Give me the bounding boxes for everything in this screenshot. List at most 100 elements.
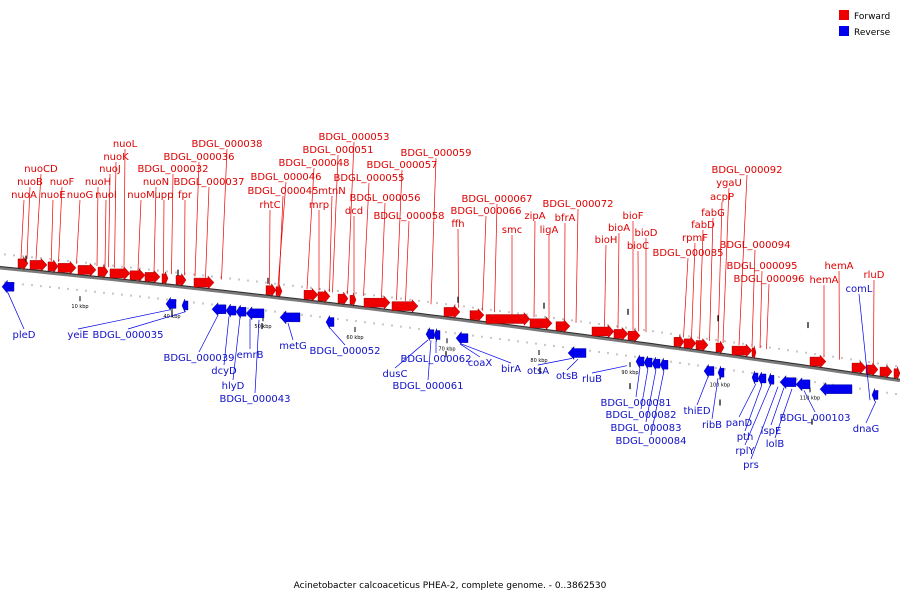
- forward-gene-label[interactable]: BDGL_000036: [163, 152, 234, 163]
- forward-gene-arrow[interactable]: [591, 324, 615, 339]
- reverse-gene-arrow[interactable]: [1, 279, 15, 294]
- reverse-gene-label[interactable]: dcyD: [211, 366, 237, 377]
- forward-gene-label[interactable]: bioA: [608, 223, 630, 234]
- forward-gene-label[interactable]: nuoM: [127, 190, 154, 201]
- forward-gene-label[interactable]: BDGL_000085: [652, 248, 723, 259]
- forward-gene-label[interactable]: BDGL_000037: [173, 177, 244, 188]
- reverse-gene-arrow[interactable]: [635, 354, 645, 369]
- reverse-gene-label[interactable]: thiED: [683, 406, 710, 417]
- reverse-gene-label[interactable]: rluB: [582, 374, 602, 385]
- forward-gene-label[interactable]: BDGL_000051: [302, 145, 373, 156]
- forward-gene-label[interactable]: BDGL_000038: [191, 139, 262, 150]
- forward-gene-label[interactable]: zipA: [524, 211, 545, 222]
- reverse-gene-label[interactable]: BDGL_000103: [779, 413, 850, 424]
- forward-gene-arrow[interactable]: [443, 304, 461, 319]
- forward-gene-label[interactable]: rluD: [864, 270, 885, 281]
- forward-gene-label[interactable]: BDGL_000032: [137, 164, 208, 175]
- forward-gene-label[interactable]: hemA: [809, 275, 838, 286]
- forward-gene-label[interactable]: nuoL: [113, 139, 138, 150]
- forward-gene-arrow[interactable]: [317, 289, 331, 304]
- forward-gene-label[interactable]: acpP: [710, 192, 734, 203]
- forward-gene-label[interactable]: ffh: [451, 219, 464, 230]
- forward-gene-arrow[interactable]: [879, 364, 893, 379]
- reverse-gene-label[interactable]: prs: [743, 460, 759, 471]
- forward-gene-label[interactable]: upp: [154, 190, 173, 201]
- reverse-gene-arrow[interactable]: [819, 382, 853, 397]
- reverse-gene-label[interactable]: pleD: [13, 330, 36, 341]
- forward-gene-arrow[interactable]: [893, 366, 900, 380]
- forward-gene-arrow[interactable]: [129, 268, 146, 283]
- reverse-gene-arrow[interactable]: [425, 326, 435, 342]
- reverse-gene-label[interactable]: otsB: [556, 371, 578, 382]
- forward-gene-label[interactable]: nuoH: [85, 177, 111, 188]
- reverse-gene-arrow[interactable]: [659, 357, 669, 373]
- reverse-gene-label[interactable]: otsA: [527, 366, 549, 377]
- forward-gene-arrow[interactable]: [337, 291, 349, 306]
- reverse-gene-arrow[interactable]: [245, 306, 265, 321]
- forward-gene-arrow[interactable]: [809, 354, 827, 369]
- reverse-gene-arrow[interactable]: [767, 373, 775, 387]
- reverse-gene-label[interactable]: BDGL_000043: [219, 394, 290, 405]
- reverse-gene-label[interactable]: ispE: [761, 426, 782, 437]
- forward-gene-label[interactable]: BDGL_000094: [719, 240, 790, 251]
- forward-gene-arrow[interactable]: [109, 266, 131, 281]
- forward-gene-label[interactable]: dcd: [345, 206, 363, 217]
- reverse-gene-arrow[interactable]: [643, 355, 653, 370]
- forward-gene-label[interactable]: BDGL_000045: [247, 186, 318, 197]
- forward-gene-arrow[interactable]: [695, 337, 709, 353]
- forward-gene-label[interactable]: smc: [502, 225, 522, 236]
- reverse-gene-label[interactable]: hlyD: [222, 381, 245, 392]
- forward-gene-arrow[interactable]: [161, 271, 169, 285]
- reverse-gene-label[interactable]: coaX: [468, 358, 493, 369]
- reverse-gene-label[interactable]: comL: [846, 284, 873, 295]
- forward-gene-arrow[interactable]: [391, 299, 419, 314]
- reverse-gene-label[interactable]: panD: [726, 418, 753, 429]
- forward-gene-label[interactable]: BDGL_000059: [400, 148, 471, 159]
- forward-gene-label[interactable]: fabD: [691, 220, 715, 231]
- forward-gene-label[interactable]: BDGL_000092: [711, 165, 782, 176]
- forward-gene-label[interactable]: bfrA: [555, 213, 576, 224]
- forward-gene-label[interactable]: BDGL_000067: [461, 194, 532, 205]
- forward-gene-arrow[interactable]: [275, 284, 283, 298]
- forward-gene-label[interactable]: nuoF: [50, 177, 75, 188]
- reverse-gene-arrow[interactable]: [567, 346, 587, 361]
- forward-gene-label[interactable]: ygaU: [716, 178, 742, 189]
- forward-gene-arrow[interactable]: [673, 334, 685, 349]
- forward-gene-arrow[interactable]: [144, 269, 161, 284]
- forward-gene-label[interactable]: bioH: [595, 235, 618, 246]
- forward-gene-arrow[interactable]: [731, 343, 753, 358]
- forward-gene-arrow[interactable]: [751, 345, 757, 359]
- reverse-gene-label[interactable]: BDGL_000082: [605, 410, 676, 421]
- reverse-gene-label[interactable]: BDGL_000039: [163, 353, 234, 364]
- reverse-gene-arrow[interactable]: [651, 356, 661, 371]
- forward-gene-arrow[interactable]: [97, 264, 109, 279]
- forward-gene-label[interactable]: nuoE: [40, 190, 65, 201]
- reverse-gene-label[interactable]: BDGL_000084: [615, 436, 686, 447]
- forward-gene-arrow[interactable]: [683, 336, 697, 351]
- reverse-gene-label[interactable]: birA: [501, 364, 521, 375]
- forward-gene-arrow[interactable]: [529, 316, 553, 331]
- reverse-gene-label[interactable]: BDGL_000062: [400, 354, 471, 365]
- forward-gene-arrow[interactable]: [851, 360, 867, 375]
- reverse-gene-label[interactable]: BDGL_000061: [392, 381, 463, 392]
- forward-gene-label[interactable]: BDGL_000057: [366, 160, 437, 171]
- forward-gene-label[interactable]: BDGL_000056: [349, 193, 420, 204]
- forward-gene-label[interactable]: mtnN: [318, 186, 345, 197]
- reverse-gene-arrow[interactable]: [279, 310, 301, 325]
- reverse-gene-arrow[interactable]: [795, 377, 811, 392]
- reverse-gene-arrow[interactable]: [779, 375, 797, 390]
- reverse-gene-label[interactable]: lolB: [766, 439, 785, 450]
- reverse-gene-arrow[interactable]: [703, 363, 715, 379]
- forward-gene-arrow[interactable]: [77, 262, 97, 277]
- reverse-gene-arrow[interactable]: [717, 366, 725, 380]
- forward-gene-label[interactable]: fabG: [701, 208, 725, 219]
- reverse-gene-label[interactable]: BDGL_000035: [92, 330, 163, 341]
- forward-gene-label[interactable]: bioF: [623, 211, 644, 222]
- forward-gene-label[interactable]: BDGL_000053: [318, 132, 389, 143]
- forward-gene-label[interactable]: BDGL_000058: [373, 211, 444, 222]
- forward-gene-label[interactable]: bioD: [635, 228, 658, 239]
- forward-gene-label[interactable]: nuoCD: [24, 164, 58, 175]
- reverse-gene-label[interactable]: dusC: [383, 369, 408, 380]
- forward-gene-label[interactable]: BDGL_000046: [250, 172, 321, 183]
- reverse-gene-label[interactable]: BDGL_000081: [600, 398, 671, 409]
